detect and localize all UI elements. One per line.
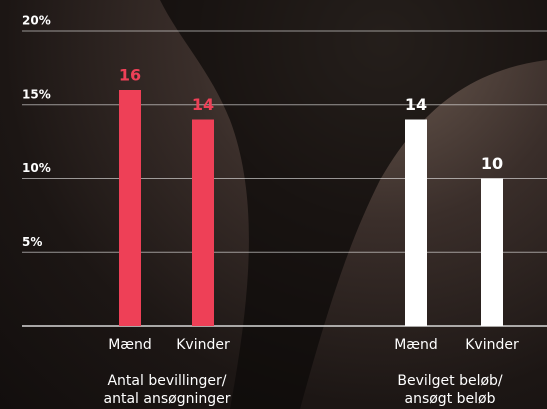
y-tick-label: 10% bbox=[22, 161, 51, 175]
x-tick-label: Kvinder bbox=[176, 337, 230, 353]
group-label: ansøgt beløb bbox=[405, 391, 496, 407]
x-tick-label: Kvinder bbox=[465, 337, 519, 353]
group-label: Antal bevillinger/ bbox=[107, 373, 226, 389]
x-tick-label: Mænd bbox=[394, 337, 438, 353]
value-label: 14 bbox=[192, 95, 214, 114]
bar bbox=[481, 178, 503, 326]
value-label: 16 bbox=[119, 66, 141, 85]
background-shape bbox=[160, 0, 547, 409]
y-tick-label: 5% bbox=[22, 235, 42, 249]
bar bbox=[192, 119, 214, 326]
value-label: 14 bbox=[405, 95, 427, 114]
x-tick-label: Mænd bbox=[108, 337, 152, 353]
value-label: 10 bbox=[481, 154, 503, 173]
group-label: Bevilget beløb/ bbox=[397, 373, 503, 389]
group-label: antal ansøgninger bbox=[104, 391, 231, 407]
y-tick-label: 20% bbox=[22, 14, 51, 28]
bar bbox=[119, 90, 141, 326]
y-tick-label: 15% bbox=[22, 87, 51, 101]
bar bbox=[405, 119, 427, 326]
